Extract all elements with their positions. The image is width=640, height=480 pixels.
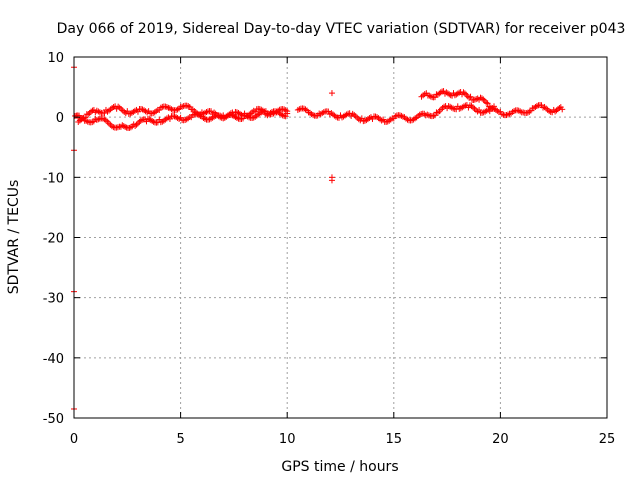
outlier-point	[328, 90, 335, 97]
y-tick-label: -10	[43, 171, 64, 186]
data-point	[446, 91, 453, 98]
data-point	[85, 111, 92, 118]
data-point	[144, 115, 151, 122]
data-point	[284, 110, 291, 117]
data-point	[556, 104, 563, 111]
data-point	[474, 108, 481, 115]
x-tick-label: 5	[176, 432, 184, 447]
data-point	[133, 121, 140, 128]
data-point	[150, 118, 157, 125]
y-tick-label: -30	[43, 292, 64, 307]
data-point	[468, 103, 475, 110]
data-point	[105, 120, 112, 127]
data-point	[483, 99, 490, 106]
data-point	[430, 112, 437, 119]
data-point	[282, 107, 289, 114]
chart-title: Day 066 of 2019, Sidereal Day-to-day VTE…	[57, 21, 626, 37]
data-point	[441, 103, 448, 110]
data-point	[480, 96, 487, 103]
data-point	[517, 108, 524, 115]
y-tick-label: -20	[43, 232, 64, 247]
data-point	[126, 124, 133, 131]
outlier-point	[328, 177, 335, 184]
data-point	[526, 108, 533, 115]
x-axis-ticks: 0 5 10 15 20 25	[70, 57, 615, 447]
data-point	[416, 111, 423, 118]
data-point	[427, 93, 434, 100]
data-point	[546, 108, 553, 115]
y-tick-label: -40	[43, 352, 64, 367]
x-tick-label: 0	[70, 432, 78, 447]
data-point	[421, 110, 428, 117]
data-point	[137, 117, 144, 124]
x-tick-label: 15	[386, 432, 403, 447]
x-tick-label: 10	[279, 432, 296, 447]
x-tick-label: 25	[599, 432, 616, 447]
data-point	[398, 112, 405, 119]
data-point	[325, 108, 332, 115]
data-point	[294, 106, 301, 113]
data-point	[116, 104, 123, 111]
data-point	[134, 120, 141, 127]
data-point	[302, 106, 309, 113]
data-point	[484, 100, 491, 107]
data-point	[433, 109, 440, 116]
data-point	[108, 123, 115, 130]
data-point	[127, 124, 134, 131]
data-point	[491, 103, 498, 110]
x-axis-label: GPS time / hours	[281, 459, 398, 475]
x-tick-label: 20	[492, 432, 509, 447]
data-point	[418, 93, 425, 100]
data-point	[132, 123, 139, 130]
data-point	[122, 123, 129, 130]
data-point	[461, 90, 468, 97]
y-tick-label: -50	[43, 412, 64, 427]
data-point	[471, 105, 478, 112]
y-tick-label: 10	[47, 51, 64, 66]
data-point	[185, 103, 192, 110]
data-point	[96, 109, 103, 116]
y-axis-ticks: 10 0 -10 -20 -30 -40 -50	[43, 51, 607, 427]
data-point	[559, 106, 566, 113]
data-point	[473, 96, 480, 103]
data-point	[296, 106, 303, 113]
data-point	[478, 95, 485, 102]
data-point	[543, 105, 550, 112]
data-point	[440, 88, 447, 95]
y-axis-label: SDTVAR / TECUs	[6, 180, 22, 295]
data-points	[71, 64, 566, 412]
data-point	[460, 89, 467, 96]
data-point	[101, 109, 108, 116]
y-tick-label: 0	[56, 111, 64, 126]
data-point	[149, 118, 156, 125]
data-point	[437, 89, 444, 96]
data-point	[467, 93, 474, 100]
data-point	[421, 91, 428, 98]
